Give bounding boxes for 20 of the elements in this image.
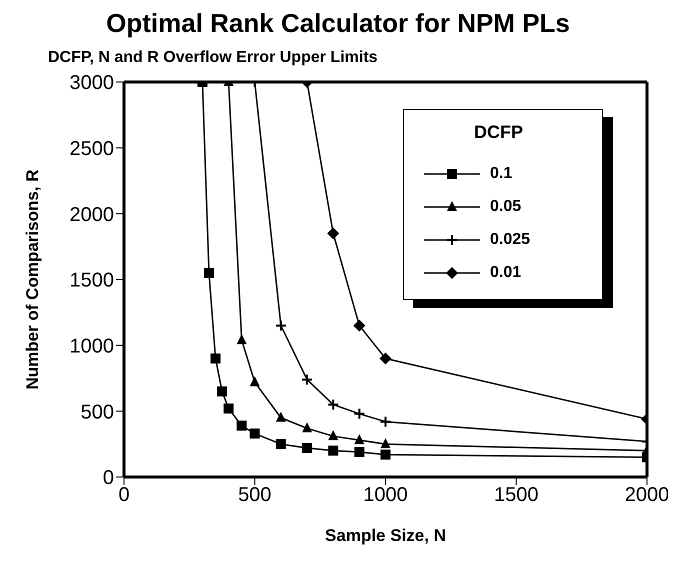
legend-label: 0.01 xyxy=(490,264,522,282)
y-tick-label: 1500 xyxy=(70,270,114,292)
y-tick-label: 2000 xyxy=(70,204,114,226)
y-tick-label: 2500 xyxy=(70,138,114,160)
x-tick-label: 500 xyxy=(238,484,272,506)
y-axis-title: Number of Comparisons, R xyxy=(23,169,42,390)
chart-title: Optimal Rank Calculator for NPM PLs xyxy=(105,8,571,39)
x-axis-title: Sample Size, N xyxy=(325,526,446,545)
legend-label: 0.025 xyxy=(490,230,530,248)
legend-label: 0.05 xyxy=(490,198,522,216)
chart-subtitle: DCFP, N and R Overflow Error Upper Limits xyxy=(48,49,379,67)
y-tick-label: 500 xyxy=(80,401,114,424)
x-tick-label: 0 xyxy=(118,484,130,506)
x-tick-label: 1000 xyxy=(363,484,408,506)
y-tick-label: 3000 xyxy=(70,72,114,94)
y-tick-label: 0 xyxy=(102,467,114,490)
y-tick-label: 1000 xyxy=(70,335,114,358)
x-tick-label: 1500 xyxy=(494,484,538,506)
legend-label: 0.1 xyxy=(490,164,512,182)
legend-title: DCFP xyxy=(474,122,524,143)
